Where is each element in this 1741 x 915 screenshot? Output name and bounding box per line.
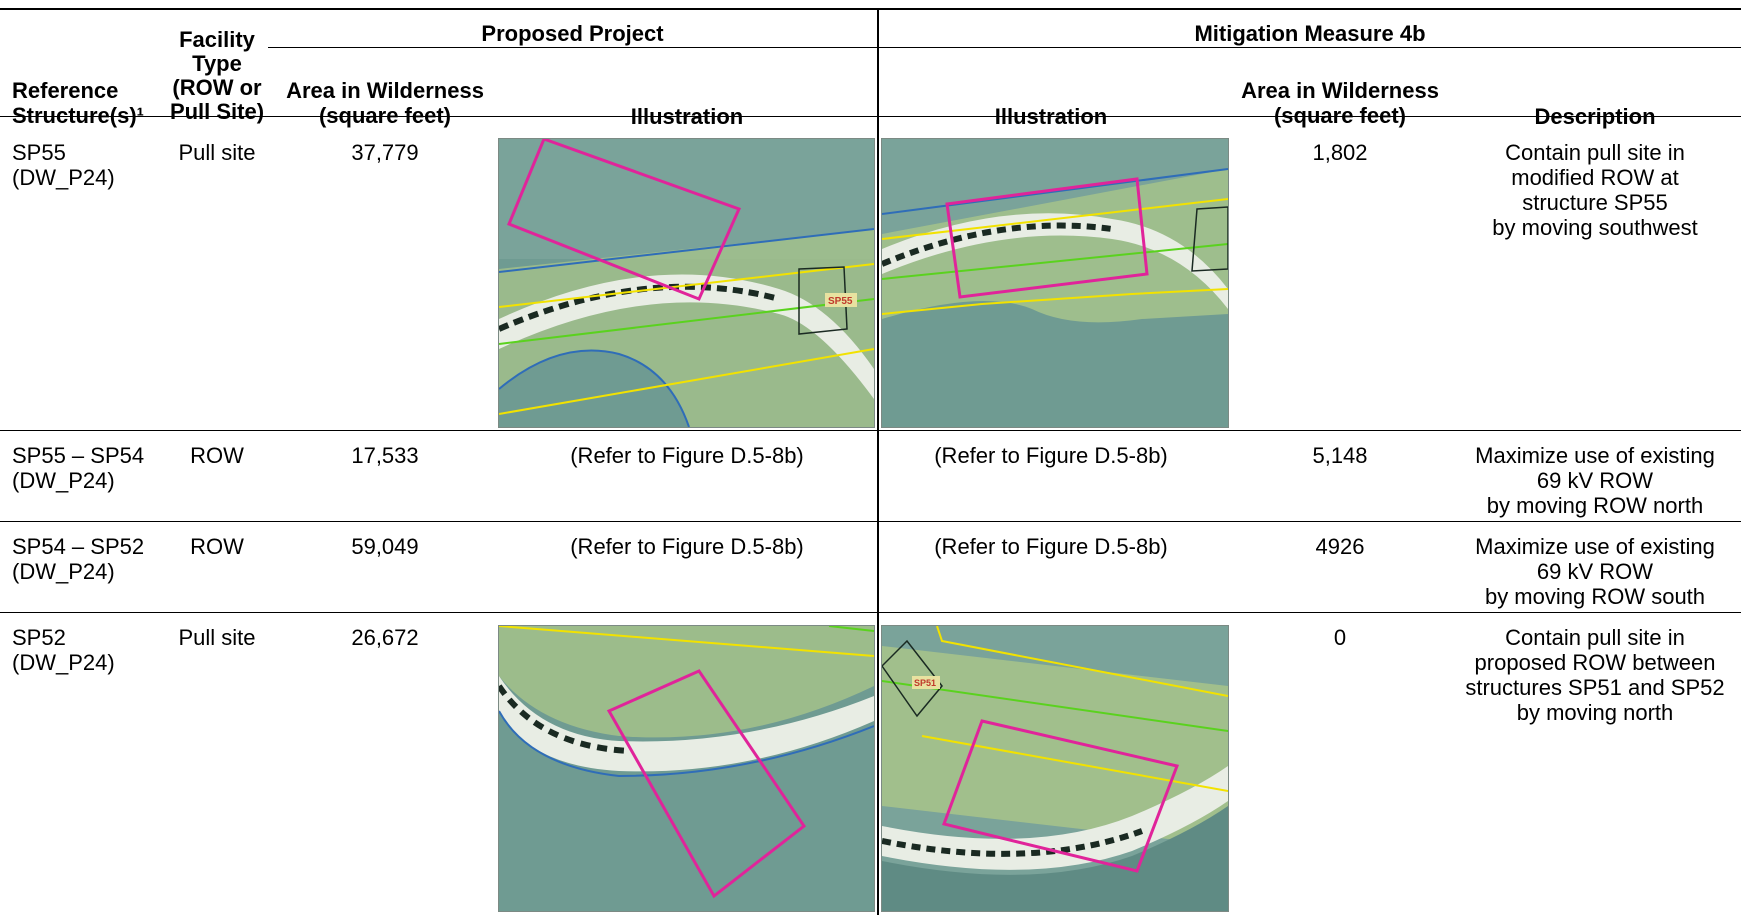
- row3-facility-type: ROW: [190, 534, 244, 559]
- row4-map-label-sp51: SP51: [914, 678, 936, 688]
- row1-mitigation-map: [881, 138, 1229, 428]
- row4-reference: SP52 (DW_P24): [12, 625, 115, 675]
- row3-illustration-proposed: (Refer to Figure D.5-8b): [570, 534, 804, 559]
- row4-description: Contain pull site in proposed ROW betwee…: [1465, 625, 1725, 725]
- row4-area-proposed: 26,672: [351, 625, 419, 650]
- table-top-rule: [0, 8, 1741, 10]
- row-separator-2: [0, 521, 1741, 522]
- row1-description: Contain pull site in modified ROW at str…: [1492, 140, 1698, 240]
- row3-description: Maximize use of existing 69 kV ROW by mo…: [1475, 534, 1715, 609]
- header-illustration-proposed: Illustration: [630, 104, 744, 129]
- row2-description: Maximize use of existing 69 kV ROW by mo…: [1475, 443, 1715, 518]
- row2-facility-type: ROW: [190, 443, 244, 468]
- header-illustration-mitigation: Illustration: [994, 104, 1108, 129]
- proposed-group-rule: [268, 47, 1741, 48]
- header-mitigation-group: Mitigation Measure 4b: [1194, 21, 1426, 46]
- row3-reference: SP54 – SP52 (DW_P24): [12, 534, 145, 584]
- row4-facility-type: Pull site: [178, 625, 256, 650]
- row4-area-mitigation: 0: [1333, 625, 1347, 650]
- row1-reference: SP55 (DW_P24): [12, 140, 115, 190]
- row1-proposed-map: SP55: [498, 138, 875, 428]
- row1-map-label-sp55: SP55: [828, 296, 853, 307]
- row4-proposed-map: [498, 625, 875, 912]
- group-divider: [877, 8, 879, 915]
- row2-area-mitigation: 5,148: [1312, 443, 1368, 468]
- header-facility-type: Facility Type (ROW or Pull Site): [169, 27, 265, 124]
- row3-area-mitigation: 4926: [1315, 534, 1365, 559]
- row3-area-proposed: 59,049: [351, 534, 419, 559]
- row-separator-1: [0, 430, 1741, 431]
- row2-area-proposed: 17,533: [351, 443, 419, 468]
- header-area-mitigation: Area in Wilderness (square feet): [1241, 78, 1439, 128]
- header-bottom-rule: [0, 116, 1741, 117]
- row2-illustration-mitigation: (Refer to Figure D.5-8b): [934, 443, 1168, 468]
- header-area-proposed: Area in Wilderness (square feet): [286, 78, 484, 128]
- row1-area-mitigation: 1,802: [1312, 140, 1368, 165]
- header-description: Description: [1534, 104, 1656, 129]
- header-reference: Reference Structure(s)¹: [12, 78, 145, 128]
- row4-mitigation-map: SP51: [881, 625, 1229, 912]
- row1-area-proposed: 37,779: [351, 140, 419, 165]
- row-separator-3: [0, 612, 1741, 613]
- row1-facility-type: Pull site: [178, 140, 256, 165]
- row2-illustration-proposed: (Refer to Figure D.5-8b): [570, 443, 804, 468]
- header-proposed-group: Proposed Project: [481, 21, 664, 46]
- row2-reference: SP55 – SP54 (DW_P24): [12, 443, 145, 493]
- row3-illustration-mitigation: (Refer to Figure D.5-8b): [934, 534, 1168, 559]
